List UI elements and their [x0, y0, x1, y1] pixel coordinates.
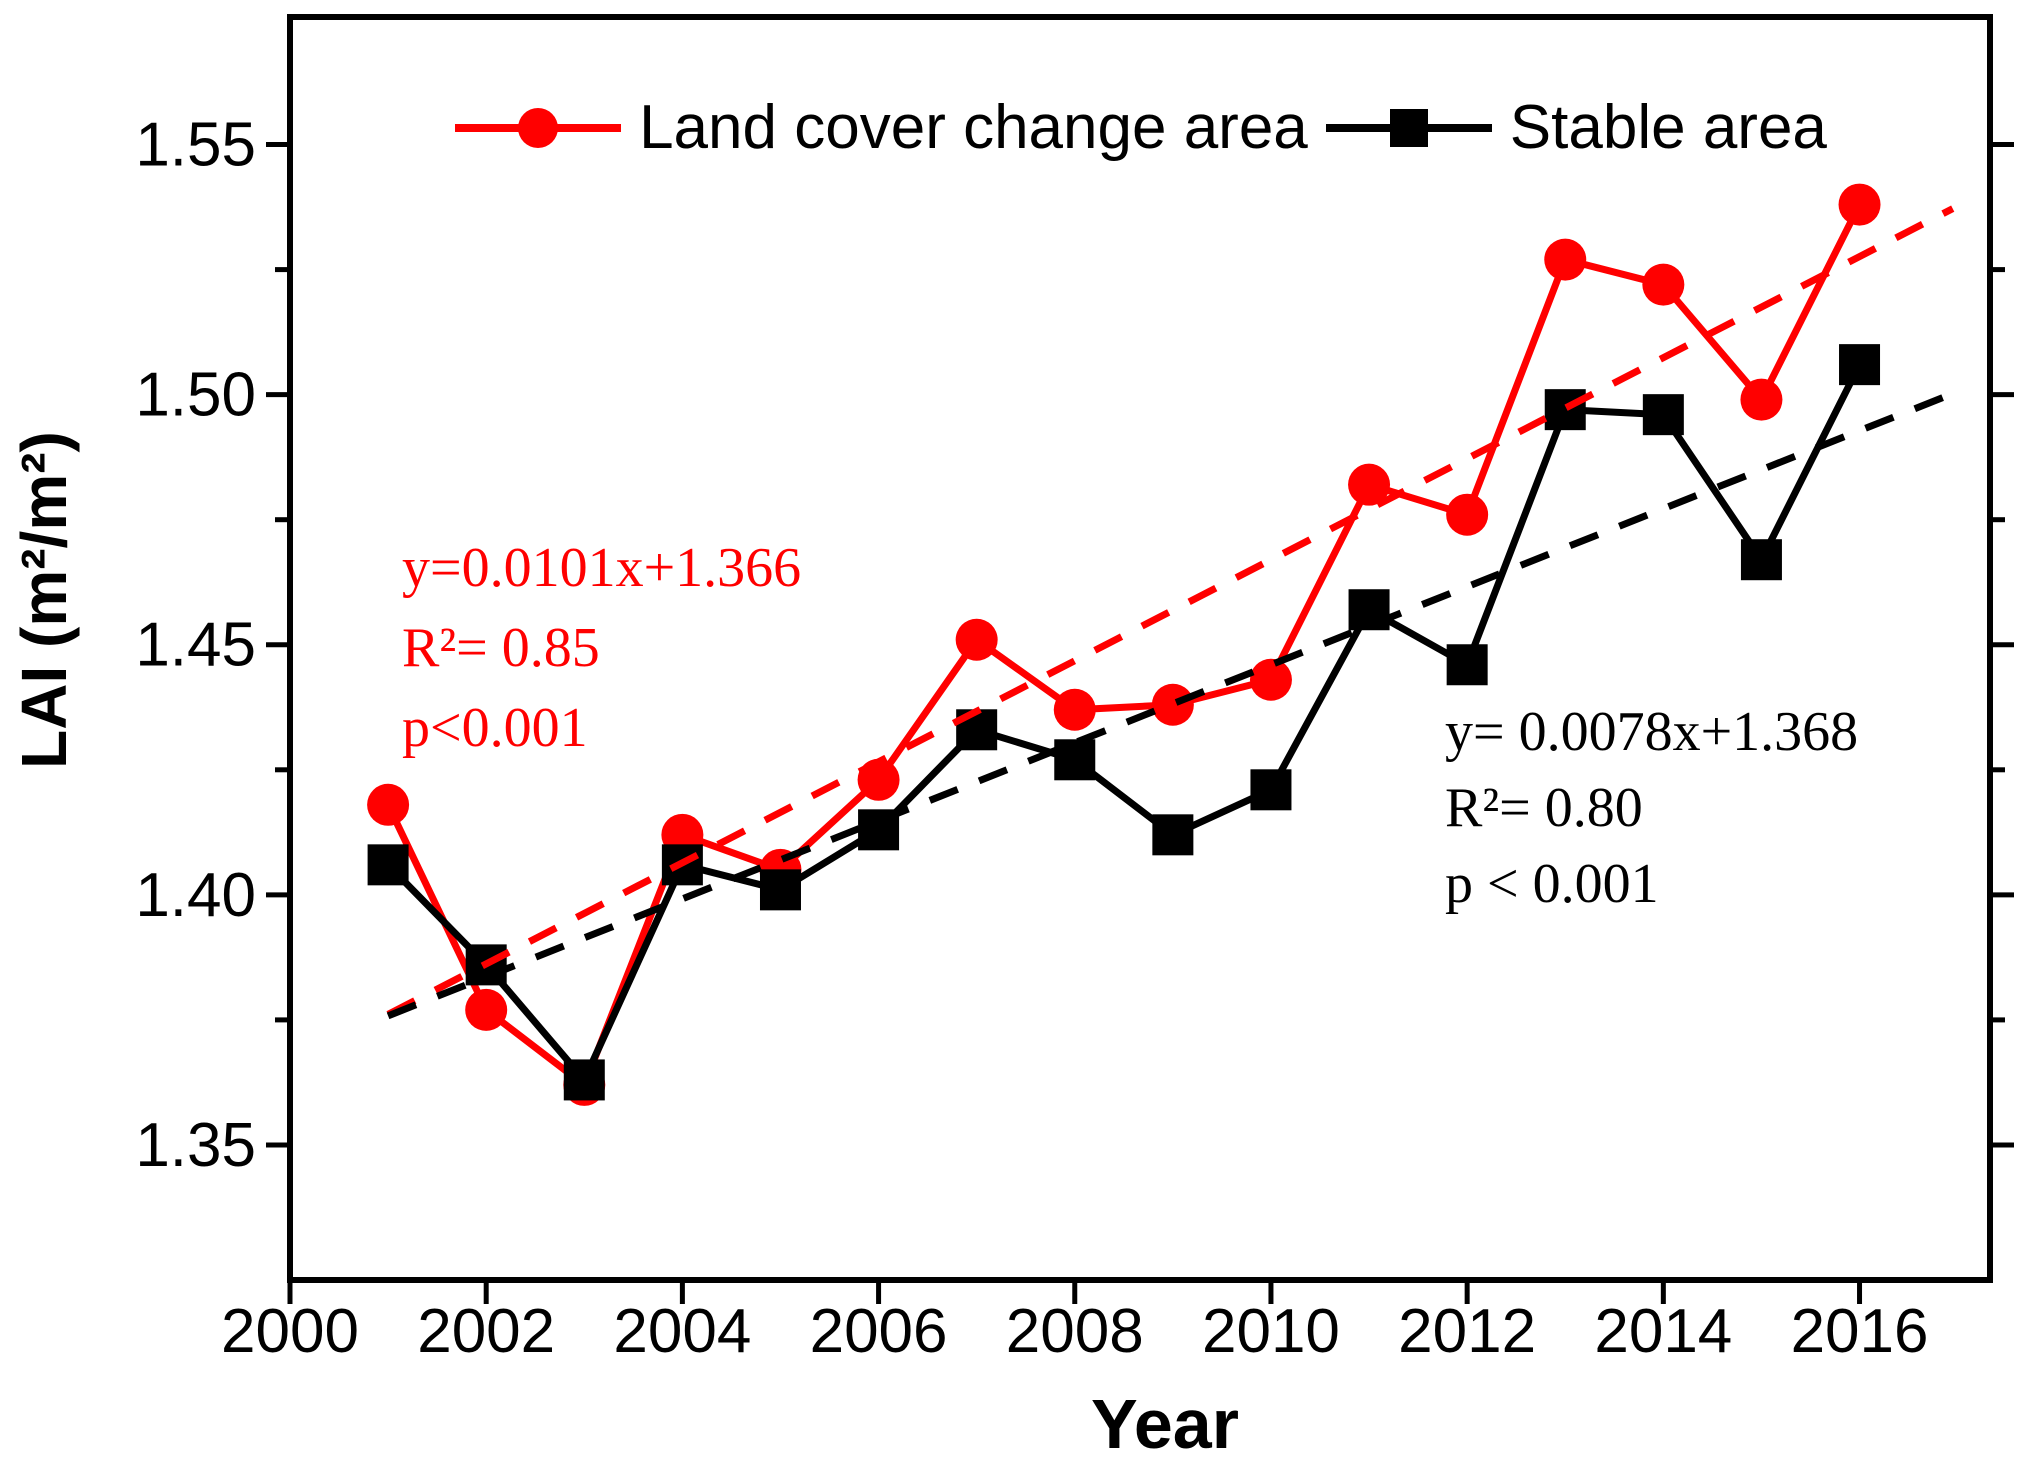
x-tick-label: 2010: [1202, 1297, 1340, 1366]
x-tick-label: 2016: [1791, 1297, 1929, 1366]
data-point-square: [1054, 739, 1096, 781]
data-point-square: [1642, 394, 1684, 436]
regression-equation: y=0.0101x+1.366: [402, 537, 802, 599]
data-point-circle: [367, 783, 410, 826]
x-tick-label: 2006: [810, 1297, 948, 1366]
data-point-square: [367, 844, 409, 886]
data-point-circle: [1544, 238, 1587, 281]
y-tick-label: 1.45: [135, 611, 256, 680]
data-point-square: [1839, 344, 1881, 386]
x-tick-label: 2008: [1006, 1297, 1144, 1366]
data-point-square: [1544, 389, 1586, 431]
regression-p-value: p < 0.001: [1445, 853, 1659, 915]
regression-annotation-land-cover-change: y=0.0101x+1.366 R²= 0.85 p<0.001: [402, 528, 801, 768]
regression-equation: y= 0.0078x+1.368: [1445, 701, 1859, 763]
regression-r-squared: R²= 0.80: [1445, 777, 1643, 839]
data-point-square: [563, 1059, 605, 1101]
legend-marker: [518, 107, 559, 148]
data-point-circle: [1053, 688, 1096, 731]
series-line-stable-area: [385, 363, 1863, 1087]
y-tick-label: 1.40: [135, 861, 256, 930]
data-point-circle: [1249, 658, 1292, 701]
data-point-circle: [1642, 263, 1685, 306]
x-tick-label: 2000: [221, 1297, 359, 1366]
legend-label-land-cover-change: Land cover change area: [639, 93, 1308, 162]
x-tick-label: 2012: [1398, 1297, 1536, 1366]
y-tick-label: 1.35: [135, 1111, 256, 1180]
x-tick-label: 2014: [1594, 1297, 1732, 1366]
trend-line-land-cover-change: [386, 205, 1955, 1018]
data-point-square: [1348, 589, 1390, 631]
data-point-circle: [1348, 463, 1391, 506]
plot-frame: [287, 14, 1993, 1283]
regression-annotation-stable-area: y= 0.0078x+1.368 R²= 0.80 p < 0.001: [1445, 694, 1858, 922]
data-point-circle: [1838, 183, 1881, 226]
legend-marker-land-cover-change-icon: [455, 107, 622, 148]
x-tick-label: 2004: [613, 1297, 751, 1366]
y-axis-title: LAI (m²/m²): [8, 431, 80, 769]
legend: Land cover change area Stable area: [290, 92, 1990, 163]
data-point-circle: [1151, 683, 1194, 726]
data-point-circle: [465, 988, 508, 1031]
data-point-circle: [1740, 378, 1783, 421]
x-axis-title: Year: [1091, 1385, 1239, 1463]
legend-marker: [1389, 108, 1428, 147]
x-tick-label: 2002: [417, 1297, 555, 1366]
legend-label-stable-area: Stable area: [1509, 93, 1827, 162]
data-point-circle: [1446, 493, 1489, 536]
trend-line-stable-area: [386, 390, 1955, 1020]
y-tick-label: 1.50: [135, 361, 256, 430]
legend-marker-stable-area-icon: [1325, 108, 1492, 147]
data-point-circle: [955, 618, 998, 661]
data-point-square: [1740, 539, 1782, 581]
series-line-land-cover-change: [384, 203, 1863, 1091]
data-point-square: [1152, 814, 1194, 856]
y-tick-label: 1.55: [135, 111, 256, 180]
data-point-square: [1250, 769, 1292, 811]
regression-r-squared: R²= 0.85: [402, 617, 600, 679]
data-point-square: [1446, 644, 1488, 686]
regression-p-value: p<0.001: [402, 697, 588, 759]
data-point-square: [759, 869, 801, 911]
